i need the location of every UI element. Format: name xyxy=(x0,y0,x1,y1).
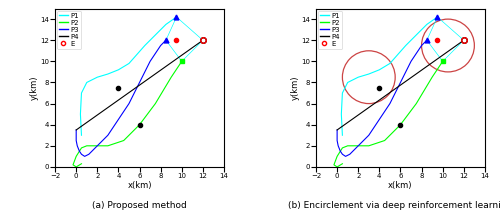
Legend: P1, P2, P3, P4, E: P1, P2, P3, P4, E xyxy=(57,11,81,49)
Y-axis label: y(km): y(km) xyxy=(30,76,38,100)
X-axis label: x(km): x(km) xyxy=(128,181,152,190)
Y-axis label: y(km): y(km) xyxy=(290,76,300,100)
Legend: P1, P2, P3, P4, E: P1, P2, P3, P4, E xyxy=(318,11,342,49)
Title: (b) Encirclement via deep reinforcement learning: (b) Encirclement via deep reinforcement … xyxy=(288,202,500,211)
X-axis label: x(km): x(km) xyxy=(388,181,412,190)
Title: (a) Proposed method: (a) Proposed method xyxy=(92,202,187,211)
